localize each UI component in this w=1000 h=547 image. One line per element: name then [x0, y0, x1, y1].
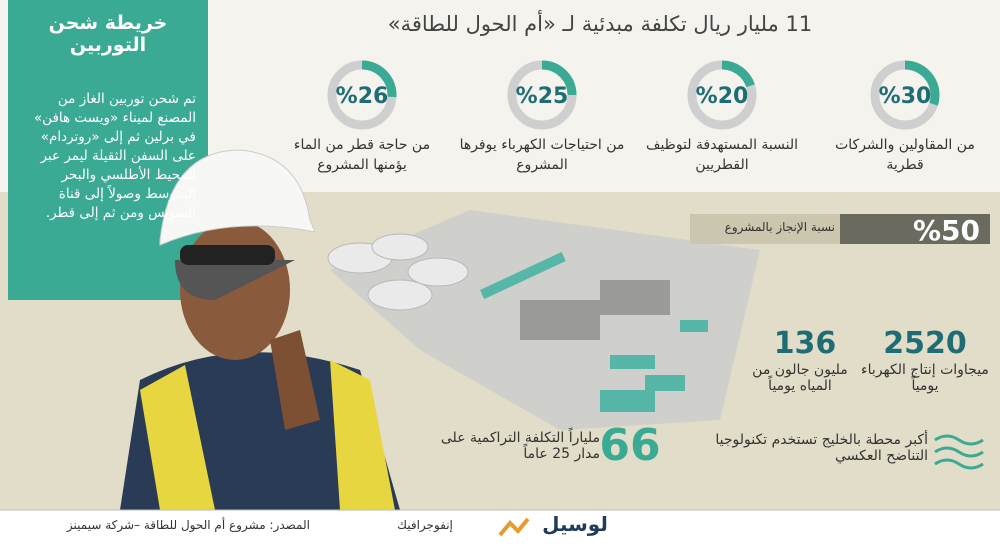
progress-fill — [840, 214, 990, 244]
panel-title: خريطة شحن التوربين — [48, 12, 168, 56]
donut-caption: من المقاولين والشركات قطرية — [835, 137, 975, 173]
progress-label: %50 — [913, 214, 980, 247]
donut-label: %26 — [336, 84, 389, 109]
brand: لوسيل — [542, 512, 608, 536]
donut-caption: النسبة المستهدفة لتوظيف القطريين — [645, 137, 799, 173]
title: 11 مليار ريال تكلفة مبدئية لـ «أم الحول … — [387, 12, 813, 36]
donut-label: %25 — [516, 84, 569, 109]
donut-arc — [541, 60, 577, 96]
donut-label: %30 — [879, 84, 932, 109]
stat-number: 2520 — [883, 326, 967, 361]
section-label: إنفوجرافيك — [397, 518, 453, 532]
stat-number: 136 — [773, 326, 837, 361]
stat-caption: ميجاوات إنتاج الكهرباء يومياً — [861, 362, 989, 394]
stat-caption: ملياراً التكلفة التراكمية على مدار 25 عا… — [440, 430, 600, 462]
donut-label: %20 — [696, 84, 749, 109]
donut-arc — [721, 60, 755, 88]
donut-caption: من حاجة قطر من الماء يؤمنها المشروع — [293, 137, 431, 173]
panel-body: تم شحن توربين الغاز من المصنع لميناء «وي… — [33, 91, 196, 221]
note: أكبر محطة بالخليج تستخدم تكنولوجيا التنا… — [715, 432, 928, 464]
stat-number: 66 — [599, 420, 661, 471]
donut-arc — [904, 60, 940, 106]
stat-caption: مليون جالون من المياه يومياً — [752, 362, 848, 394]
progress-caption: نسبة الإنجاز بالمشروع — [724, 220, 835, 234]
source: المصدر: مشروع أم الحول للطاقة –شركة سيمي… — [66, 518, 310, 532]
donut-caption: من احتياجات الكهرباء يوفرها المشروع — [459, 137, 625, 173]
donut-arc — [361, 60, 397, 98]
